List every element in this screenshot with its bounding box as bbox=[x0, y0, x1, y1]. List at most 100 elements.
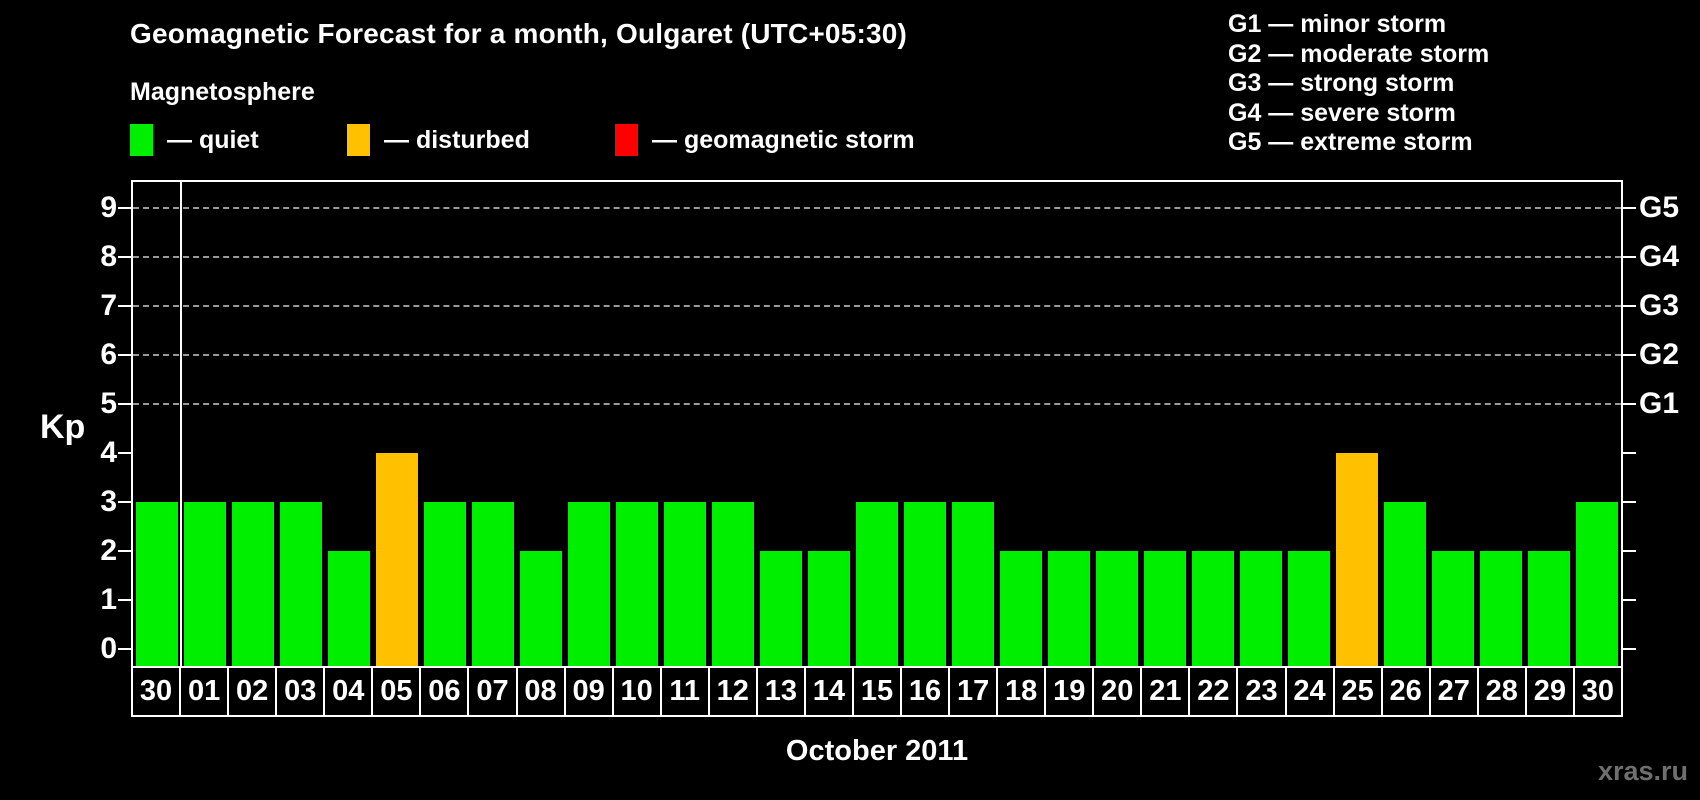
y-tick-label-7: 7 bbox=[100, 289, 117, 322]
kp-bar bbox=[808, 551, 850, 666]
bar-column-15 bbox=[853, 182, 901, 666]
date-cell: 30 bbox=[1572, 666, 1623, 717]
y-tick-label-3: 3 bbox=[100, 485, 117, 518]
kp-bar bbox=[1048, 551, 1090, 666]
x-axis-title: October 2011 bbox=[785, 735, 969, 767]
left-tick-kp-2 bbox=[118, 550, 131, 552]
date-cell: 09 bbox=[563, 666, 614, 717]
date-cell: 16 bbox=[900, 666, 951, 717]
bar-column-28 bbox=[1477, 182, 1525, 666]
date-cell: 21 bbox=[1140, 666, 1191, 717]
bar-column-02 bbox=[229, 182, 277, 666]
bar-column-26 bbox=[1381, 182, 1429, 666]
bar-column-14 bbox=[805, 182, 853, 666]
date-cell: 30 bbox=[131, 666, 182, 717]
bar-column-11 bbox=[661, 182, 709, 666]
y-tick-label-0: 0 bbox=[100, 632, 117, 665]
kp-bar bbox=[1192, 551, 1234, 666]
kp-bar bbox=[1576, 502, 1618, 666]
date-cell: 24 bbox=[1284, 666, 1335, 717]
g4-legend-line: G4 — severe storm bbox=[1228, 98, 1456, 127]
watermark: xras.ru bbox=[1597, 756, 1688, 786]
legend-item-disturbed: — disturbed bbox=[347, 122, 530, 158]
date-cell: 29 bbox=[1524, 666, 1575, 717]
kp-bar bbox=[1432, 551, 1474, 666]
plot-area: 0 1 2 3 4 5 6 7 8 9 G1 G2 G3 G4 G5 bbox=[100, 180, 1679, 668]
bar-column-03 bbox=[277, 182, 325, 666]
bar-column-05 bbox=[373, 182, 421, 666]
kp-bar bbox=[616, 502, 658, 666]
bar-column-22 bbox=[1189, 182, 1237, 666]
bar-column-19 bbox=[1045, 182, 1093, 666]
plot-inner: 0 1 2 3 4 5 6 7 8 9 G1 G2 G3 G4 G5 bbox=[100, 182, 1679, 666]
date-cell: 11 bbox=[659, 666, 710, 717]
kp-bar bbox=[1384, 502, 1426, 666]
date-cell: 10 bbox=[611, 666, 662, 717]
bar-column-01 bbox=[181, 182, 229, 666]
x-axis-date-row: 30 01 02 03 04 05 06 07 08 09 10 11 12 13 14 15 16 17 18 19… bbox=[131, 666, 1623, 717]
bar-column-21 bbox=[1141, 182, 1189, 666]
y-tick-label-6: 6 bbox=[100, 338, 117, 371]
date-cell: 14 bbox=[803, 666, 854, 717]
right-tick-kp-1 bbox=[1623, 599, 1636, 601]
right-tick-kp-7 bbox=[1623, 305, 1636, 307]
storm-scale-legend: G1 — minor storm G2 — moderate storm G3 … bbox=[1228, 10, 1489, 158]
date-cell: 20 bbox=[1092, 666, 1143, 717]
right-tick-kp-6 bbox=[1623, 354, 1636, 356]
g5-legend-line: G5 — extreme storm bbox=[1228, 128, 1473, 156]
gridline-kp-7 bbox=[133, 305, 1621, 307]
bar-column-16 bbox=[901, 182, 949, 666]
gridline-kp-9 bbox=[133, 207, 1621, 209]
left-tick-kp-7 bbox=[118, 305, 131, 307]
right-axis-label-g2: G2 bbox=[1639, 338, 1680, 371]
y-tick-label-8: 8 bbox=[100, 240, 117, 273]
left-tick-kp-1 bbox=[118, 599, 131, 601]
kp-bar bbox=[712, 502, 754, 666]
bar-column-25 bbox=[1333, 182, 1381, 666]
left-tick-kp-4 bbox=[118, 452, 131, 454]
bar-column-07 bbox=[469, 182, 517, 666]
kp-bar bbox=[1336, 453, 1378, 666]
date-cell: 15 bbox=[851, 666, 902, 717]
bar-column-23 bbox=[1237, 182, 1285, 666]
y-tick-label-5: 5 bbox=[100, 387, 117, 420]
y-tick-label-1: 1 bbox=[100, 583, 117, 616]
bar-column-08 bbox=[517, 182, 565, 666]
right-axis-label-g4: G4 bbox=[1639, 240, 1680, 273]
bar-column-17 bbox=[949, 182, 997, 666]
right-tick-kp-5 bbox=[1623, 403, 1636, 405]
bar-column-18 bbox=[997, 182, 1045, 666]
kp-bar bbox=[1096, 551, 1138, 666]
y-tick-label-9: 9 bbox=[100, 191, 117, 224]
date-cell: 17 bbox=[948, 666, 999, 717]
kp-bar bbox=[856, 502, 898, 666]
right-axis-label-g5: G5 bbox=[1639, 191, 1680, 224]
gridline-kp-5 bbox=[133, 403, 1621, 405]
date-cell: 04 bbox=[323, 666, 374, 717]
left-tick-kp-3 bbox=[118, 501, 131, 503]
left-tick-kp-9 bbox=[118, 207, 131, 209]
right-tick-kp-0 bbox=[1623, 648, 1636, 650]
date-cell: 02 bbox=[227, 666, 278, 717]
kp-bar bbox=[1288, 551, 1330, 666]
magnetosphere-label: Magnetosphere bbox=[130, 78, 315, 106]
bar-column-09 bbox=[565, 182, 613, 666]
date-cell: 28 bbox=[1476, 666, 1527, 717]
kp-bar bbox=[1240, 551, 1282, 666]
bar-column-12 bbox=[709, 182, 757, 666]
bar-column-04 bbox=[325, 182, 373, 666]
right-tick-kp-8 bbox=[1623, 256, 1636, 258]
date-cell: 12 bbox=[707, 666, 758, 717]
bar-column-06 bbox=[421, 182, 469, 666]
bar-column-30 bbox=[1573, 182, 1621, 666]
bar-column-10 bbox=[613, 182, 661, 666]
g2-legend-line: G2 — moderate storm bbox=[1228, 39, 1490, 68]
month-separator-line bbox=[180, 182, 182, 666]
date-cell: 19 bbox=[1044, 666, 1095, 717]
kp-bar bbox=[568, 502, 610, 666]
kp-bar bbox=[520, 551, 562, 666]
chart-title: Geomagnetic Forecast for a month, Oulgar… bbox=[130, 18, 908, 49]
left-tick-kp-8 bbox=[118, 256, 131, 258]
right-tick-kp-3 bbox=[1623, 501, 1636, 503]
date-cell: 23 bbox=[1236, 666, 1287, 717]
